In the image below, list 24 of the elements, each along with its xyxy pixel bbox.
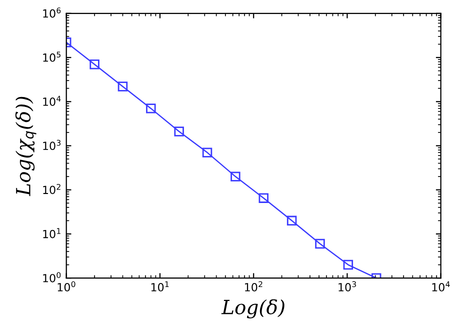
y-tick-label: 10$^{0}$	[43, 272, 61, 282]
x-tick-label: 10$^{1}$	[151, 281, 169, 292]
x-tick-label: 10$^{4}$	[432, 281, 450, 292]
x-tick-label: 10$^{2}$	[245, 281, 262, 292]
point	[286, 216, 297, 226]
point	[146, 104, 156, 114]
point	[202, 148, 212, 158]
y-tick-label: 10$^{4}$	[43, 96, 61, 106]
point	[230, 172, 240, 182]
point	[315, 238, 325, 249]
y-tick-label: 10$^{6}$	[43, 8, 61, 18]
y-axis-title: Log(χ$_{q}$(δ))	[15, 96, 36, 196]
point	[90, 59, 100, 70]
point	[258, 193, 268, 203]
x-axis-title: Log(δ)	[221, 299, 284, 318]
x-tick-label: 10$^{0}$	[58, 281, 76, 292]
x-tick-label: 10$^{3}$	[338, 281, 356, 292]
y-tick-label: 10$^{1}$	[43, 228, 60, 238]
point	[118, 82, 128, 92]
point	[174, 126, 184, 136]
point	[343, 260, 354, 270]
y-tick-label: 10$^{3}$	[43, 140, 61, 150]
y-tick-label: 10$^{5}$	[43, 52, 60, 62]
y-tick-label: 10$^{2}$	[43, 184, 60, 194]
